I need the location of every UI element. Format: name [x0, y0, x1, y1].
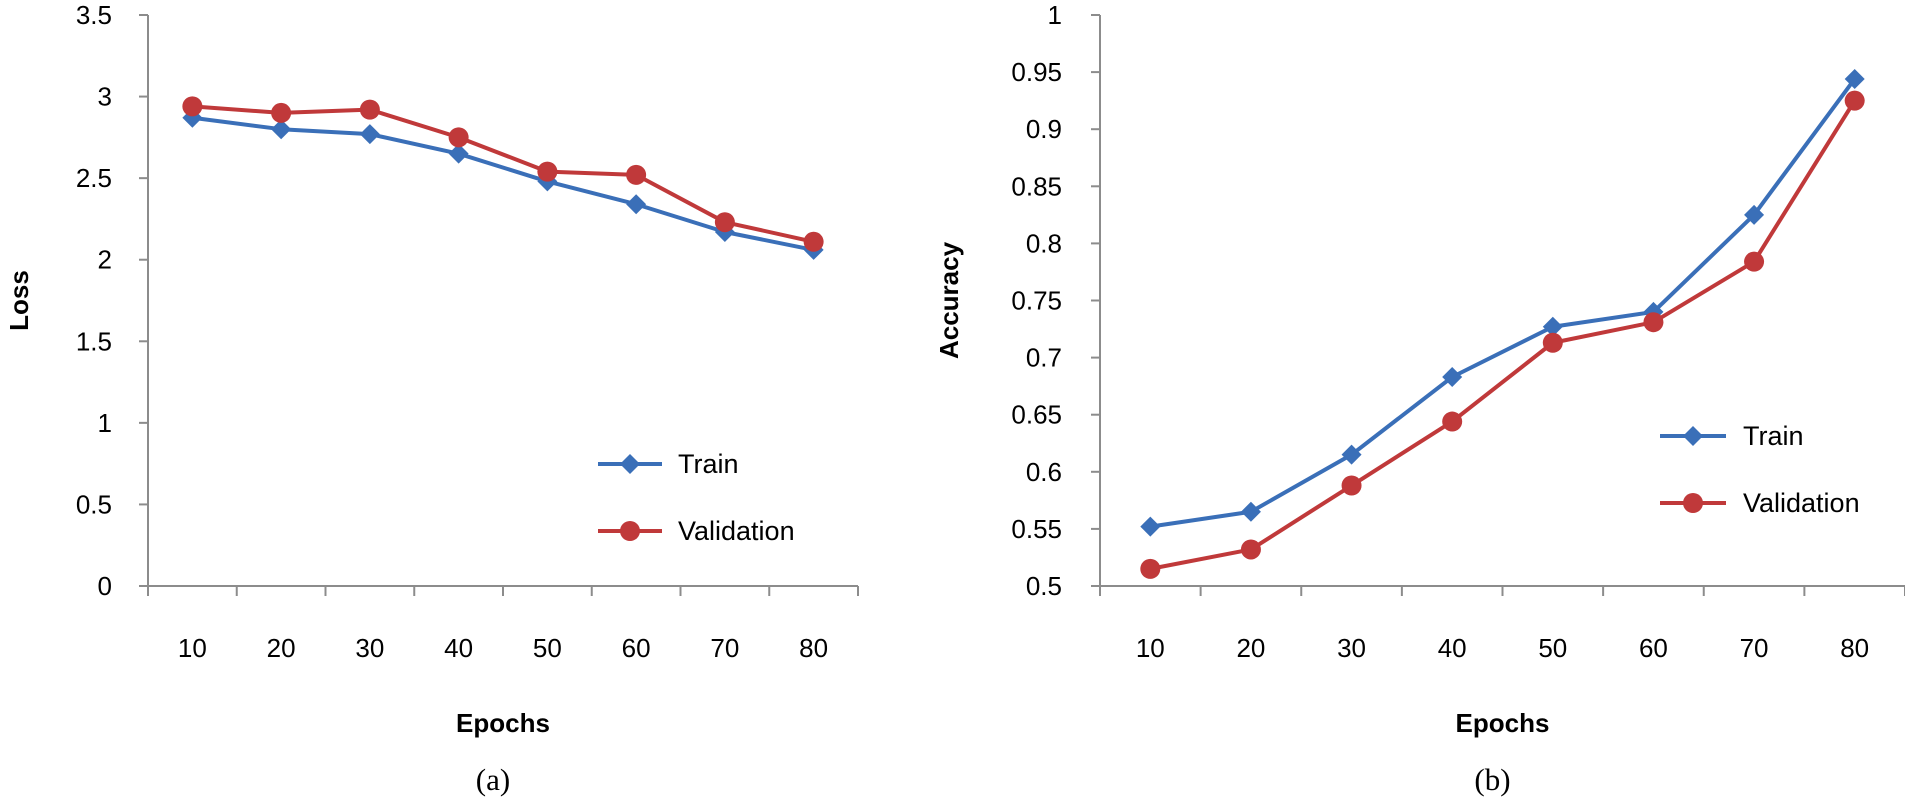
data-point-validation [1240, 539, 1261, 560]
legend-marker [620, 454, 640, 474]
legend-marker [1683, 426, 1703, 446]
series-line-train [192, 115, 815, 252]
y-tick-label: 2 [98, 245, 112, 275]
data-point-validation [1442, 411, 1463, 432]
data-point-validation [271, 102, 292, 123]
data-point-validation [1341, 475, 1362, 496]
data-point-train [1542, 316, 1563, 337]
data-point-train [1140, 516, 1161, 537]
y-tick-label: 1 [1048, 0, 1062, 30]
legend: Train Validation [598, 449, 795, 546]
y-tick-label: 3 [98, 82, 112, 112]
y-tick-label: 0.85 [1011, 171, 1062, 201]
data-point-validation [626, 164, 647, 185]
y-tick-label: 0.8 [1026, 228, 1062, 258]
data-point-train [1341, 444, 1362, 465]
legend-marker [620, 521, 640, 541]
y-tick-label: 0.5 [1026, 571, 1062, 601]
series-validation [182, 96, 824, 252]
y-tick-label: 3.5 [76, 0, 112, 30]
y-tick-label: 0.6 [1026, 457, 1062, 487]
data-point-validation [359, 99, 380, 120]
data-point-validation [803, 231, 824, 252]
data-point-validation [448, 127, 469, 148]
legend-label: Train [1743, 421, 1804, 451]
x-tick-label: 20 [267, 633, 296, 663]
x-tick-label: 60 [1639, 633, 1668, 663]
panel-caption: (a) [476, 762, 510, 797]
legend: Train Validation [1660, 421, 1860, 518]
y-tick-label: 0.5 [76, 489, 112, 519]
x-tick-label: 20 [1236, 633, 1265, 663]
series-train [1140, 68, 1865, 537]
y-tick-label: 1 [98, 408, 112, 438]
x-tick-label: 50 [533, 633, 562, 663]
data-point-validation [182, 96, 203, 117]
x-tick-label: 70 [1740, 633, 1769, 663]
data-point-validation [1844, 90, 1865, 111]
data-point-train [1442, 367, 1463, 388]
series-train [182, 107, 824, 260]
x-axis-title: Epochs [1456, 708, 1550, 738]
data-point-validation [714, 212, 735, 233]
y-tick-label: 1.5 [76, 326, 112, 356]
x-tick-label: 60 [622, 633, 651, 663]
x-tick-label: 50 [1538, 633, 1567, 663]
x-tick-label: 10 [1136, 633, 1165, 663]
y-tick-label: 0.55 [1011, 514, 1062, 544]
x-tick-label: 30 [355, 633, 384, 663]
series-validation [1140, 90, 1865, 579]
y-tick-label: 0.95 [1011, 57, 1062, 87]
chart-panel-2: 0.5 0.55 0.6 0.65 0.7 0.75 0.8 0.85 0.9 0.95 1 10 20… [934, 0, 1905, 797]
series-line-validation [1149, 99, 1857, 571]
data-point-train [448, 143, 469, 164]
y-axis-title: Accuracy [934, 241, 964, 359]
data-point-validation [1744, 251, 1765, 272]
data-point-train [271, 119, 292, 140]
data-point-validation [1542, 332, 1563, 353]
data-point-train [626, 194, 647, 215]
legend-label: Train [678, 449, 739, 479]
series-line-train [1150, 77, 1857, 529]
y-tick-label: 0.9 [1026, 114, 1062, 144]
data-point-validation [537, 161, 558, 182]
legend-marker [1683, 493, 1703, 513]
x-tick-label: 40 [1438, 633, 1467, 663]
series-line-validation [192, 104, 815, 244]
data-point-train [359, 124, 380, 145]
data-point-train [1744, 204, 1765, 225]
x-tick-label: 80 [799, 633, 828, 663]
y-tick-label: 0.7 [1026, 343, 1062, 373]
x-tick-label: 10 [178, 633, 207, 663]
x-tick-label: 70 [710, 633, 739, 663]
y-tick-label: 2.5 [76, 163, 112, 193]
panel-caption: (b) [1474, 762, 1510, 797]
data-point-validation [1140, 558, 1161, 579]
x-tick-label: 30 [1337, 633, 1366, 663]
chart-panel-1: 0 0.5 1 1.5 2 2.5 3 3.5 10 20 30 40 50 60 70 80 Epochs Lo… [4, 0, 859, 797]
y-tick-label: 0.65 [1011, 400, 1062, 430]
legend-label: Validation [1743, 488, 1860, 518]
y-tick-label: 0.75 [1011, 286, 1062, 316]
x-tick-label: 80 [1840, 633, 1869, 663]
legend-label: Validation [678, 516, 795, 546]
y-axis-title: Loss [4, 270, 34, 331]
x-axis-title: Epochs [456, 708, 550, 738]
x-tick-label: 40 [444, 633, 473, 663]
data-point-validation [1643, 312, 1664, 333]
data-point-train [1844, 68, 1865, 89]
y-tick-label: 0 [98, 571, 112, 601]
data-point-train [1240, 501, 1261, 522]
